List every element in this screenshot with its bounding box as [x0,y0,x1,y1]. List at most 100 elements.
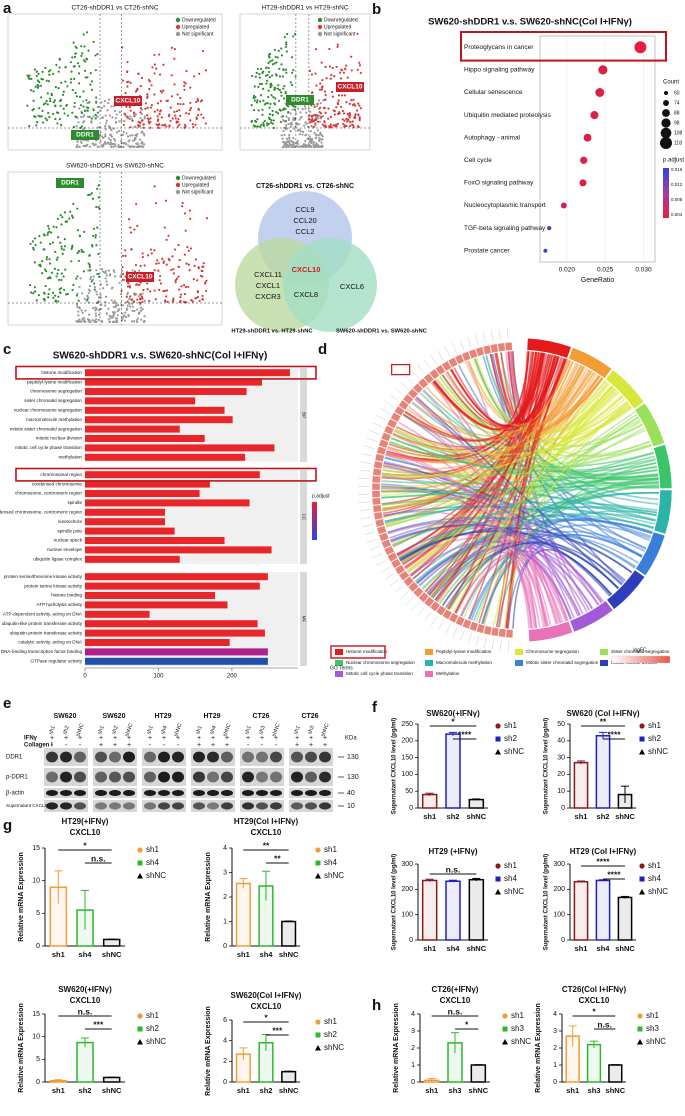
y-tick-label: 1 [553,1062,557,1069]
volcano-point [117,143,120,146]
volcano-point [151,66,154,69]
x-tick-label: sh2 [260,1086,273,1095]
volcano-point [73,101,76,105]
gene-box [461,351,471,362]
volcano-point [122,142,125,145]
volcano-point [294,75,297,78]
legend-text: shNC [646,1037,666,1046]
volcano-point [108,143,111,146]
volcano-point [357,102,360,105]
volcano-point [127,314,130,318]
sign: - [51,742,54,749]
row-label: Collagen I [24,743,53,749]
sign: + [211,742,215,749]
volcano-point [46,233,49,236]
category-label: chromosome, centromeric region [15,491,83,496]
gene-box [378,439,389,449]
volcano-point [316,116,319,119]
volcano-point [47,80,51,83]
gene-tick [491,638,495,650]
volcano-point [97,196,100,199]
y-tick-label: 15 [32,1011,40,1018]
gene-tick [369,546,380,551]
volcano-point [80,141,83,145]
volcano-point [310,91,314,95]
legend-dot [317,17,323,23]
bar [85,480,210,488]
volcano-point [263,119,266,123]
legend-text: 88 [674,110,680,116]
volcano-point [172,299,175,302]
chord [381,466,658,485]
bar [573,761,589,809]
volcano-point [80,125,83,128]
band [193,790,205,796]
y-tick-label: 2 [553,1045,557,1052]
volcano-point [139,318,143,321]
volcano-point [268,55,271,58]
volcano-point [200,113,203,116]
volcano-point [83,69,87,72]
volcano-point [59,214,62,217]
gene-tag [56,178,84,188]
volcano-point [262,121,265,124]
volcano-point [269,102,272,105]
volcano-point [311,117,314,121]
volcano-point [316,114,319,117]
volcano-point [173,110,176,114]
volcano-point [143,117,146,120]
y-tick-label: 300 [401,861,413,868]
volcano-point [285,142,288,145]
y-tick-label: 2 [411,1045,415,1052]
legend-text: sh4 [324,858,337,867]
y-tick-label: 20 [557,771,565,778]
legend-text: Upregulated [182,182,209,188]
bar [85,527,175,535]
volcano-point [38,107,41,110]
volcano-point [147,120,150,123]
volcano-point [146,95,149,98]
category-label: Cellular senescence [464,89,523,96]
volcano-point [147,78,151,82]
lane-label: shNC [320,723,330,738]
volcano-point [41,109,44,112]
chord [500,352,659,489]
volcano-point [82,100,85,103]
volcano-point [54,117,57,121]
legend-dot [660,137,672,149]
volcano-point [202,265,205,268]
volcano-frame [7,13,223,151]
volcano-point [78,145,81,148]
volcano-point [88,284,92,288]
volcano-point [333,113,336,116]
volcano-point [295,142,298,145]
volcano-point [105,312,108,316]
gene-box [402,393,414,405]
volcano-point [293,145,296,149]
volcano-point [155,262,158,265]
volcano-point [82,114,86,117]
band [221,790,233,796]
chord [393,430,655,468]
legend-text: shNC [648,887,668,896]
category-label: spindle [67,500,82,505]
gene-box [381,539,392,549]
volcano-point [91,197,95,200]
volcano-point [253,108,256,112]
volcano-point [184,285,188,289]
volcano-point [81,318,84,321]
volcano-point [85,144,88,147]
volcano-point [138,145,141,148]
volcano-point [253,85,256,88]
volcano-point [267,89,270,92]
volcano-point [308,140,311,143]
volcano-point [36,86,39,89]
volcano-point [290,71,294,74]
legend-text: Macromolecule methylation [436,660,492,665]
sign: + [127,742,131,749]
volcano-point [79,115,83,119]
volcano-point [149,126,152,129]
chart-title: CT26(+IFNγ) [432,985,479,994]
gene-box [376,525,387,535]
chord [382,444,652,478]
